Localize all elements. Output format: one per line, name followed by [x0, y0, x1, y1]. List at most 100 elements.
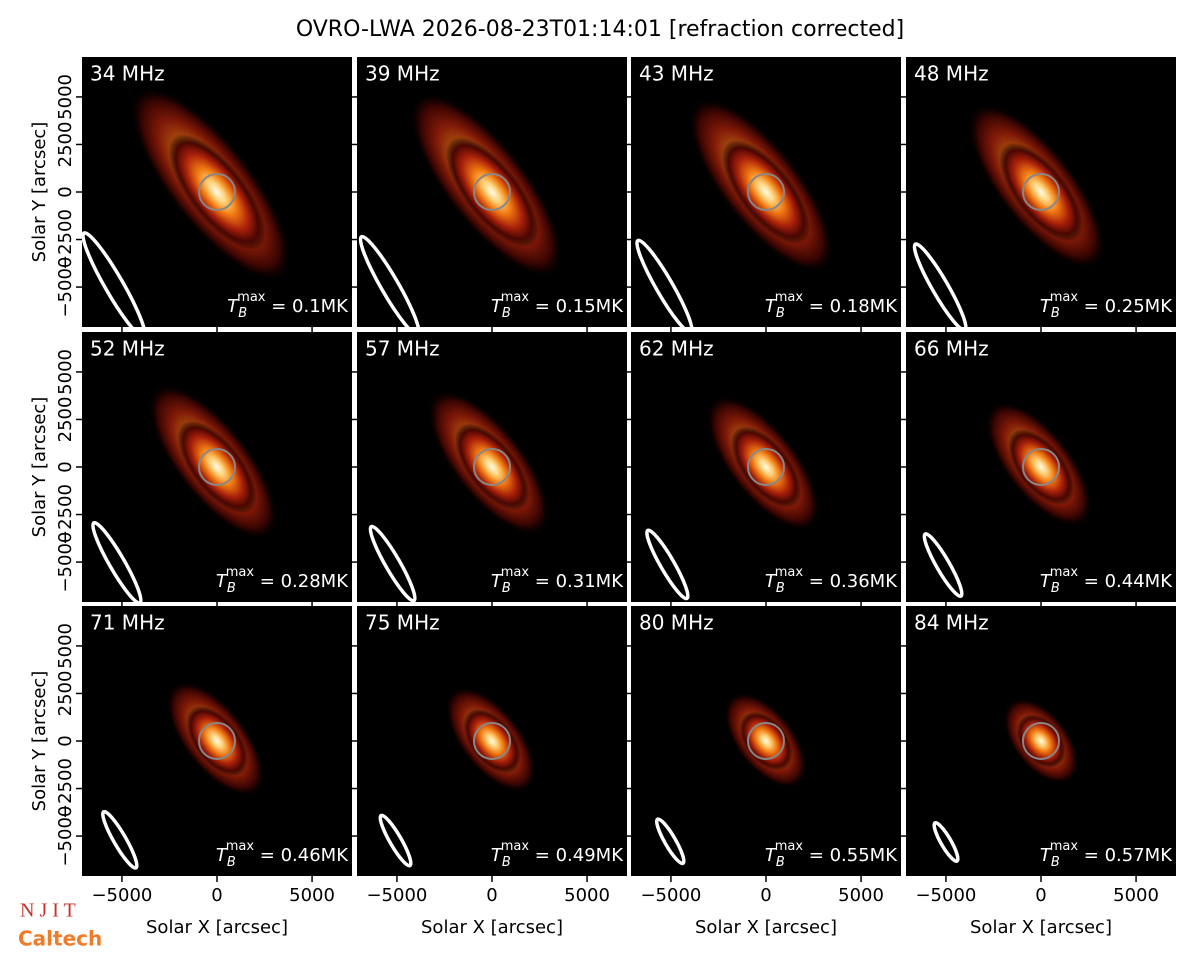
beam — [645, 528, 690, 601]
frequency-label: 62 MHz — [639, 337, 714, 361]
annotation-part: = 0.46MK — [254, 845, 349, 866]
annotation-part: B — [776, 306, 785, 321]
annotation-part: B — [1051, 306, 1060, 321]
annotation-part: max — [501, 290, 530, 305]
beam — [912, 242, 968, 333]
annotation-part: T — [491, 296, 504, 317]
frequency-label: 66 MHz — [914, 337, 989, 361]
x-tick-label: 5000 — [1113, 885, 1159, 906]
emission — [409, 91, 564, 278]
solar-disk — [747, 722, 785, 760]
annotation-part: = 0.15MK — [529, 296, 624, 317]
annotation-part: = 0.18MK — [803, 296, 898, 317]
emission-core — [730, 426, 802, 508]
tb-max-annotation: TBmax = 0.55MK — [765, 839, 898, 870]
y-tick-label: 0 — [55, 186, 76, 197]
annotation-part: B — [227, 855, 236, 870]
annotation-part: = 0.25MK — [1078, 296, 1173, 317]
annotation-part: max — [775, 839, 804, 854]
annotation-part: B — [776, 855, 785, 870]
annotation-part: = 0.55MK — [803, 845, 898, 866]
x-tick-label: −5000 — [915, 885, 976, 906]
solar-disk — [198, 173, 236, 211]
annotation-part: T — [1040, 845, 1053, 866]
x-axis-label: Solar X [arcsec] — [421, 917, 563, 938]
emission-core — [739, 711, 793, 771]
annotation-part: T — [765, 296, 778, 317]
emission — [723, 692, 808, 789]
x-tick-label: 0 — [1035, 885, 1046, 906]
frequency-label: 80 MHz — [639, 611, 714, 635]
annotation-part: max — [1050, 565, 1079, 580]
emission-core — [177, 420, 257, 514]
emission — [967, 103, 1106, 270]
x-axis-label: Solar X [arcsec] — [970, 917, 1112, 938]
logo-njit: N J I T — [20, 900, 76, 922]
annotation-part: = 0.31MK — [529, 571, 624, 592]
annotation-part: B — [502, 581, 511, 596]
tb-max-annotation: TBmax = 0.28MK — [216, 565, 349, 596]
tb-max-annotation: TBmax = 0.57MK — [1040, 839, 1173, 870]
annotation-part: = 0.1MK — [266, 296, 350, 317]
annotation-part: max — [1050, 839, 1079, 854]
y-tick-label: 2500 — [55, 397, 76, 443]
beam — [932, 821, 960, 863]
y-tick-label: 2500 — [55, 671, 76, 717]
emission-core — [168, 134, 266, 250]
y-tick-label: −5000 — [55, 257, 76, 318]
tb-max-annotation: TBmax = 0.1MK — [227, 290, 349, 321]
tb-max-annotation: TBmax = 0.44MK — [1040, 565, 1173, 596]
figure-title: OVRO-LWA 2026-08-23T01:14:01 [refraction… — [296, 17, 904, 42]
emission-core — [999, 142, 1083, 242]
y-tick-label: 2500 — [55, 122, 76, 168]
emission — [165, 680, 265, 797]
solar-disk — [473, 173, 511, 211]
logo-caltech: Caltech — [18, 927, 102, 951]
annotation-part: max — [226, 565, 255, 580]
x-tick-label: 5000 — [564, 885, 610, 906]
emission-core — [445, 137, 539, 247]
beam — [368, 524, 417, 603]
annotation-part: max — [775, 290, 804, 305]
frequency-label: 39 MHz — [365, 62, 440, 86]
annotation-part: max — [775, 565, 804, 580]
y-axis-label: Solar Y [arcsec] — [29, 671, 50, 812]
emission-core — [454, 423, 530, 511]
y-tick-label: 0 — [55, 735, 76, 746]
tb-max-annotation: TBmax = 0.49MK — [491, 839, 624, 870]
y-axis-label: Solar Y [arcsec] — [29, 397, 50, 538]
x-axis-label: Solar X [arcsec] — [695, 917, 837, 938]
y-tick-label: −5000 — [55, 806, 76, 867]
beam — [91, 520, 143, 605]
frequency-label: 75 MHz — [365, 611, 440, 635]
solar-disk — [1022, 448, 1060, 486]
solar-disk — [1022, 722, 1060, 760]
x-tick-label: −5000 — [91, 885, 152, 906]
solar-disk — [1022, 173, 1060, 211]
y-tick-label: −2500 — [55, 758, 76, 819]
x-tick-label: 0 — [760, 885, 771, 906]
annotation-part: = 0.44MK — [1078, 571, 1173, 592]
annotation-part: T — [491, 571, 504, 592]
emission — [129, 86, 292, 283]
y-tick-label: 5000 — [55, 349, 76, 395]
frequency-label: 52 MHz — [90, 337, 165, 361]
tb-max-annotation: TBmax = 0.36MK — [765, 565, 898, 596]
emission-core — [463, 708, 521, 774]
annotation-part: max — [501, 565, 530, 580]
x-axis-label: Solar X [arcsec] — [146, 917, 288, 938]
y-tick-label: −2500 — [55, 484, 76, 545]
annotation-part: B — [227, 581, 236, 596]
emission — [706, 395, 821, 532]
annotation-part: T — [765, 571, 778, 592]
annotation-part: max — [501, 839, 530, 854]
annotation-part: B — [776, 581, 785, 596]
frequency-label: 43 MHz — [639, 62, 714, 86]
tb-max-annotation: TBmax = 0.46MK — [216, 839, 349, 870]
tb-max-annotation: TBmax = 0.31MK — [491, 565, 624, 596]
annotation-part: max — [1050, 290, 1079, 305]
annotation-part: B — [238, 306, 247, 321]
annotation-part: B — [502, 855, 511, 870]
solar-disk — [473, 722, 511, 760]
